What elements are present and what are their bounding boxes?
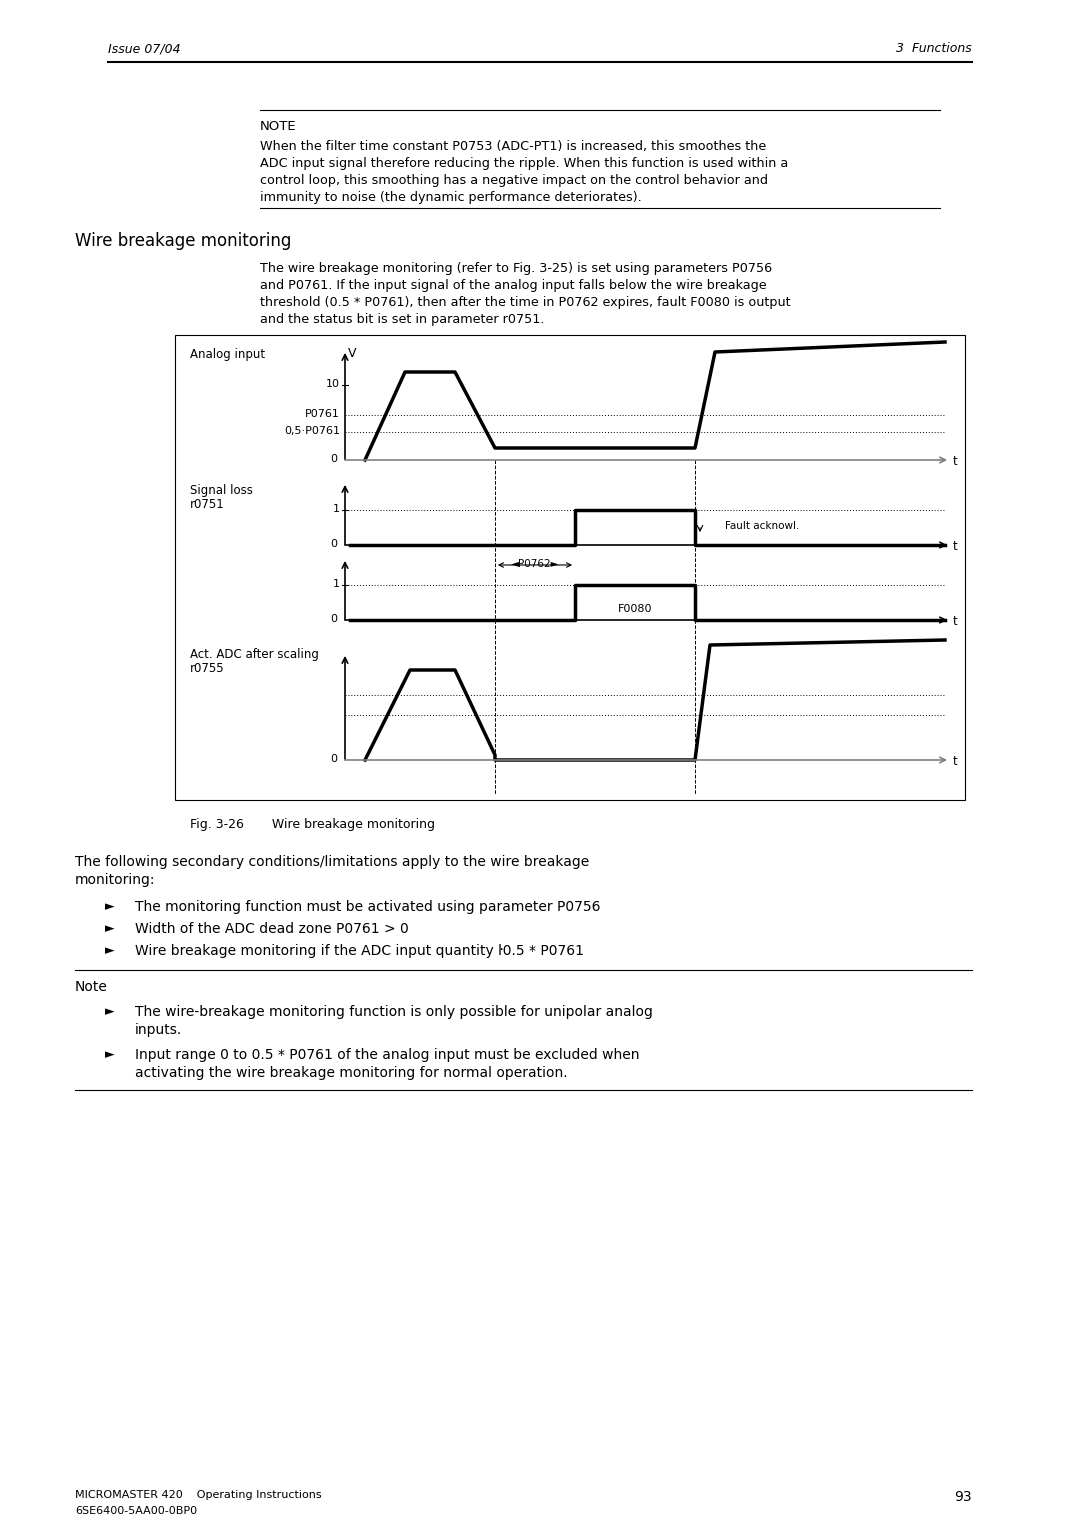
Text: t: t <box>953 755 958 769</box>
Text: ►: ► <box>105 1048 114 1060</box>
Text: The monitoring function must be activated using parameter P0756: The monitoring function must be activate… <box>135 900 600 914</box>
Text: r0755: r0755 <box>190 662 225 675</box>
Text: inputs.: inputs. <box>135 1024 183 1038</box>
Text: NOTE: NOTE <box>260 121 297 133</box>
Text: Fig. 3-26       Wire breakage monitoring: Fig. 3-26 Wire breakage monitoring <box>190 817 435 831</box>
Text: Wire breakage monitoring if the ADC input quantity ŀ0.5 * P0761: Wire breakage monitoring if the ADC inpu… <box>135 944 584 958</box>
Text: When the filter time constant P0753 (ADC-PT1) is increased, this smoothes the: When the filter time constant P0753 (ADC… <box>260 141 766 153</box>
Text: V: V <box>348 347 356 361</box>
Text: Issue 07/04: Issue 07/04 <box>108 41 180 55</box>
Text: 93: 93 <box>955 1490 972 1504</box>
Text: t: t <box>953 539 958 553</box>
Text: and P0761. If the input signal of the analog input falls below the wire breakage: and P0761. If the input signal of the an… <box>260 280 767 292</box>
Text: 0,5·P0761: 0,5·P0761 <box>284 426 340 435</box>
Text: ►: ► <box>105 900 114 914</box>
Text: 1: 1 <box>333 579 340 588</box>
Text: ►: ► <box>105 944 114 957</box>
Text: 1: 1 <box>333 504 340 513</box>
Text: activating the wire breakage monitoring for normal operation.: activating the wire breakage monitoring … <box>135 1067 568 1080</box>
Text: t: t <box>953 455 958 468</box>
Text: Width of the ADC dead zone P0761 > 0: Width of the ADC dead zone P0761 > 0 <box>135 921 408 937</box>
Text: t: t <box>953 614 958 628</box>
Text: P0761: P0761 <box>306 410 340 419</box>
Text: monitoring:: monitoring: <box>75 872 156 886</box>
Text: 3  Functions: 3 Functions <box>896 41 972 55</box>
Text: 0: 0 <box>330 539 337 549</box>
Text: Note: Note <box>75 979 108 995</box>
Text: immunity to noise (the dynamic performance deteriorates).: immunity to noise (the dynamic performan… <box>260 191 642 205</box>
Text: 0: 0 <box>330 614 337 623</box>
Text: Signal loss: Signal loss <box>190 484 253 497</box>
Text: Analog input: Analog input <box>190 348 265 361</box>
Text: and the status bit is set in parameter r0751.: and the status bit is set in parameter r… <box>260 313 544 325</box>
Text: F0080: F0080 <box>618 605 652 614</box>
Text: control loop, this smoothing has a negative impact on the control behavior and: control loop, this smoothing has a negat… <box>260 174 768 186</box>
Text: ►: ► <box>105 921 114 935</box>
Text: 0: 0 <box>330 753 337 764</box>
Text: threshold (0.5 * P0761), then after the time in P0762 expires, fault F0080 is ou: threshold (0.5 * P0761), then after the … <box>260 296 791 309</box>
Text: Fault acknowl.: Fault acknowl. <box>725 521 799 532</box>
Text: r0751: r0751 <box>190 498 225 510</box>
Text: 10: 10 <box>326 379 340 390</box>
Text: The wire breakage monitoring (refer to Fig. 3-25) is set using parameters P0756: The wire breakage monitoring (refer to F… <box>260 261 772 275</box>
Text: ◄P0762►: ◄P0762► <box>511 559 559 568</box>
Text: ►: ► <box>105 1005 114 1018</box>
Text: The wire-breakage monitoring function is only possible for unipolar analog: The wire-breakage monitoring function is… <box>135 1005 653 1019</box>
Text: Act. ADC after scaling: Act. ADC after scaling <box>190 648 319 662</box>
Text: ADC input signal therefore reducing the ripple. When this function is used withi: ADC input signal therefore reducing the … <box>260 157 788 170</box>
Text: MICROMASTER 420    Operating Instructions: MICROMASTER 420 Operating Instructions <box>75 1490 322 1500</box>
Text: 0: 0 <box>330 454 337 465</box>
Text: Wire breakage monitoring: Wire breakage monitoring <box>75 232 292 251</box>
Bar <box>175 335 966 801</box>
Text: 6SE6400-5AA00-0BP0: 6SE6400-5AA00-0BP0 <box>75 1507 198 1516</box>
Text: The following secondary conditions/limitations apply to the wire breakage: The following secondary conditions/limit… <box>75 856 590 869</box>
Text: Input range 0 to 0.5 * P0761 of the analog input must be excluded when: Input range 0 to 0.5 * P0761 of the anal… <box>135 1048 639 1062</box>
